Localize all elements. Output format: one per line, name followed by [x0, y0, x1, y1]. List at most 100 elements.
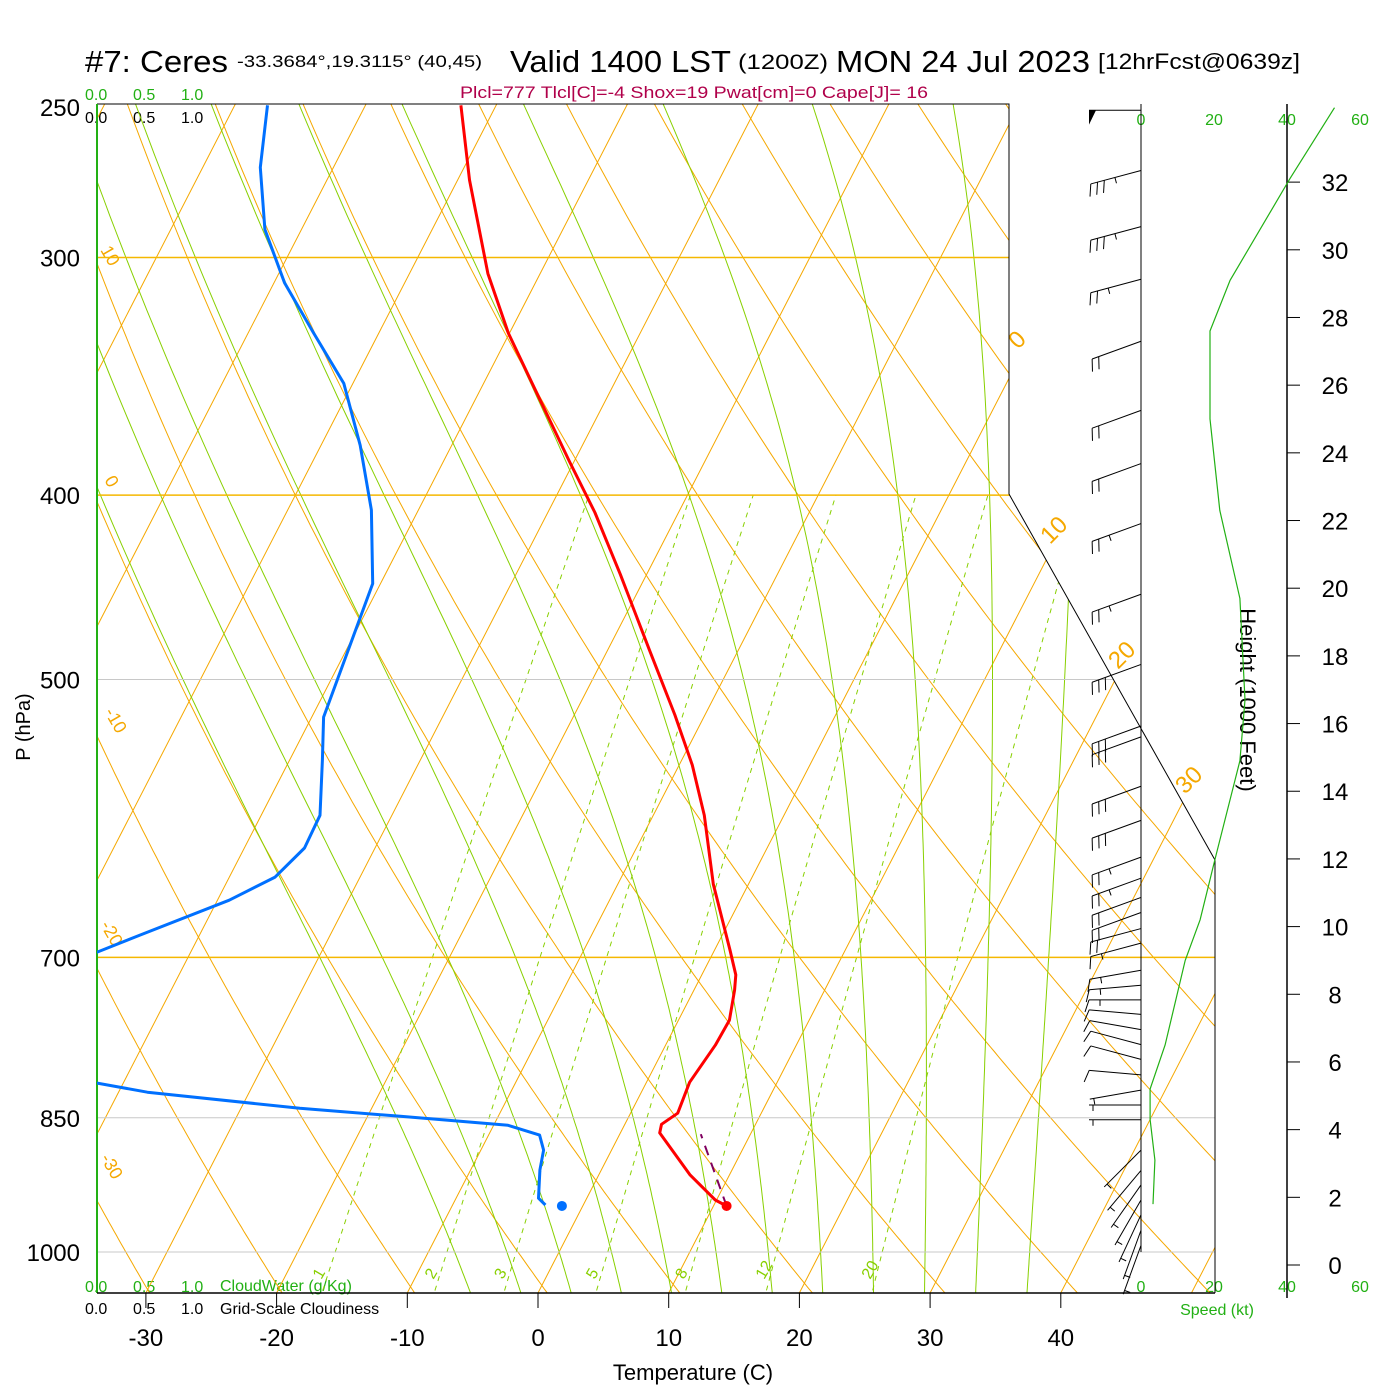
y-axis-title: P (hPa) — [13, 693, 35, 760]
isotherm-line — [1056, 104, 1215, 1293]
dry-adiabat-line — [209, 104, 952, 1293]
wind-barb — [1091, 877, 1142, 909]
dry-adiabat-line — [384, 104, 1215, 1293]
x-tick-label: 10 — [655, 1325, 682, 1352]
wind-barb — [1089, 170, 1142, 197]
height-tick-label: 10 — [1322, 915, 1349, 942]
barb-half-feather — [1108, 605, 1112, 612]
wind-barb — [1091, 785, 1142, 817]
barb-half-feather — [1120, 1257, 1127, 1262]
wind-barb — [1089, 1119, 1141, 1126]
barb-staff — [1091, 463, 1142, 482]
barb-staff — [1090, 226, 1142, 241]
wind-barb — [1089, 1089, 1142, 1105]
barb-staff — [1089, 1009, 1142, 1015]
height-tick-label: 26 — [1322, 373, 1349, 400]
barb-half-feather — [1109, 1206, 1116, 1212]
barb-staff — [1090, 278, 1142, 294]
height-tick-label: 22 — [1322, 509, 1349, 536]
x-tick-label: -10 — [390, 1325, 425, 1352]
moist-adiabat-line — [130, 104, 624, 1293]
pressure-label: 400 — [40, 483, 80, 510]
barb-feather — [1096, 238, 1099, 251]
barb-staff — [1091, 819, 1142, 839]
cloudiness-tick: 0.5 — [133, 110, 155, 127]
wind-barb — [1083, 1069, 1142, 1083]
moist-adiabat-line — [292, 104, 724, 1293]
barb-feather — [1096, 290, 1099, 304]
speed-profile-line — [1149, 107, 1336, 1205]
mixing-ratio-label: 20 — [859, 1258, 883, 1282]
barb-feather — [1083, 1009, 1090, 1022]
pressure-label: 1000 — [27, 1240, 80, 1267]
cloudwater-label: CloudWater (g/Kg) — [220, 1278, 352, 1295]
barb-staff — [1089, 1089, 1142, 1100]
station-title: #7: Ceres — [85, 44, 228, 79]
barb-half-feather — [1114, 177, 1117, 184]
cw-tick: 1.0 — [181, 87, 203, 104]
wind-barb — [1083, 1009, 1142, 1022]
mixing-ratio-line — [763, 494, 989, 1293]
mixing-ratio-line — [682, 494, 917, 1293]
moist-adiabat-line — [516, 104, 824, 1293]
x-tick-label: 40 — [1047, 1325, 1074, 1352]
speed-tick: 60 — [1351, 112, 1369, 129]
station-coords: -33.3684°,19.3115° (40,45) — [237, 52, 482, 71]
barb-feather — [1096, 182, 1099, 195]
barb-staff — [1091, 725, 1142, 745]
height-tick-label: 24 — [1322, 441, 1349, 468]
cw-tick: 1.0 — [181, 1279, 203, 1296]
plot-frame: 250 300 400 500 700 850 1000 — [27, 95, 1216, 1294]
barb-staff — [1107, 1170, 1142, 1211]
mixing-ratio-line — [501, 494, 754, 1293]
barb-feather — [1083, 1070, 1090, 1083]
wind-barb — [1107, 1170, 1142, 1212]
barb-staff — [1091, 663, 1142, 683]
isotherm-line — [925, 104, 1215, 1293]
wind-barb — [1091, 912, 1142, 943]
dry-adiabat-line — [733, 104, 1215, 1293]
barb-feather — [1083, 1045, 1092, 1057]
dry-adiabat-line — [646, 104, 1215, 1293]
barb-feather — [1096, 940, 1099, 953]
x-tick-label: 0 — [531, 1325, 544, 1352]
x-tick-label: 20 — [786, 1325, 813, 1352]
moist-adiabat-line — [950, 104, 993, 1293]
x-tick-label: -20 — [259, 1325, 294, 1352]
barb-staff — [1091, 912, 1142, 931]
isotherm-line — [272, 104, 897, 1293]
barb-staff — [1114, 1199, 1142, 1246]
temperature-line — [459, 105, 738, 1208]
mixing-ratio-line — [431, 494, 691, 1293]
barb-feather — [1089, 956, 1092, 970]
cloudiness-tick: 0.5 — [133, 1301, 155, 1318]
pressure-label: 850 — [40, 1106, 80, 1133]
barb-staff — [1090, 170, 1142, 185]
height-tick-label: 4 — [1328, 1118, 1341, 1145]
surface-dewpoint-dot — [556, 1200, 567, 1211]
barb-feather — [1084, 999, 1090, 1013]
barb-staff — [1091, 523, 1142, 542]
barb-half-feather — [1107, 287, 1111, 294]
moist-adiabat-line — [97, 104, 474, 1293]
isotherm-line — [97, 104, 505, 1293]
dry-adiabat-line — [97, 104, 686, 1293]
barb-staff — [1090, 1045, 1142, 1060]
height-tick-label: 20 — [1322, 576, 1349, 603]
isotherm-line — [141, 104, 766, 1293]
wind-barb — [1091, 736, 1142, 768]
sounding-series — [97, 105, 738, 1211]
speed-axis-label: Speed (kt) — [1180, 1302, 1254, 1319]
barb-staff — [1091, 896, 1142, 916]
barb-half-feather — [1093, 1098, 1096, 1105]
isotherm-line — [795, 104, 1215, 1293]
height-tick-label: 30 — [1322, 238, 1349, 265]
parcel-line — [699, 1133, 728, 1207]
wind-barb — [1091, 523, 1142, 555]
barb-half-feather — [1100, 953, 1104, 960]
wind-barb — [1091, 463, 1142, 495]
wind-barb — [1083, 1020, 1142, 1032]
axis-ticks: -30 -20 -10 0 10 20 30 400246810121416182022242… — [129, 104, 1349, 1352]
barb-staff — [1122, 1245, 1142, 1295]
moist-adiabat-line — [807, 104, 927, 1293]
